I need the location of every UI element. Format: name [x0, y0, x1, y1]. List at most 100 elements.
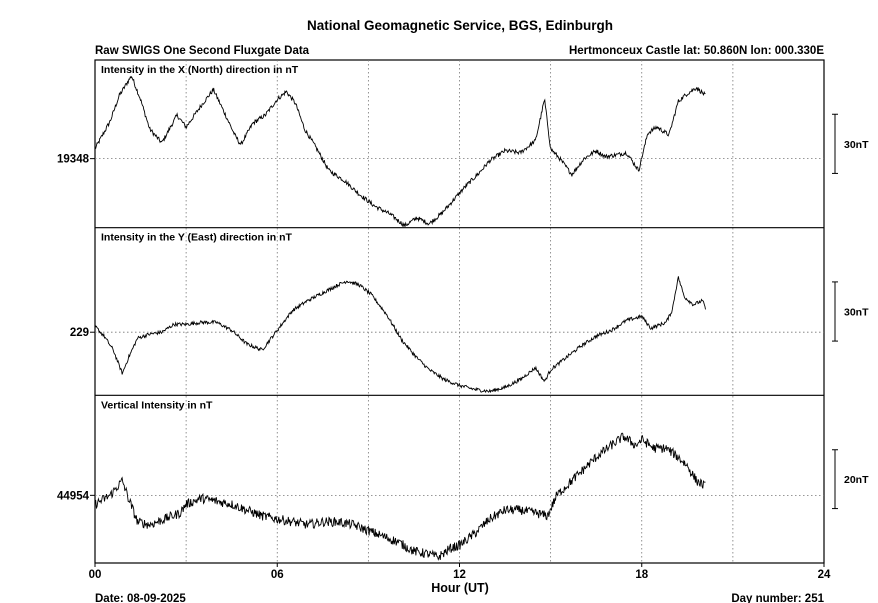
data-point [104, 336, 105, 337]
data-point [668, 134, 669, 135]
data-point [161, 142, 162, 143]
data-point [687, 465, 688, 466]
data-point [547, 515, 548, 516]
series-line [94, 276, 706, 394]
data-point [635, 445, 636, 446]
data-point [246, 343, 247, 344]
data-point [94, 326, 95, 327]
data-point [596, 336, 597, 337]
data-point [678, 276, 679, 277]
data-point [705, 486, 706, 487]
data-point [307, 300, 308, 301]
data-point [429, 223, 430, 224]
data-point [343, 180, 344, 181]
data-point [459, 385, 460, 386]
panel-title: Intensity in the Y (East) direction in n… [101, 232, 293, 244]
data-point [583, 158, 584, 159]
data-point [240, 144, 241, 145]
data-point [131, 75, 132, 76]
data-point [374, 205, 375, 206]
data-point [225, 115, 226, 116]
data-point [638, 170, 639, 171]
data-point [580, 345, 581, 346]
data-point [328, 170, 329, 171]
data-point [277, 330, 278, 331]
data-point [359, 194, 360, 195]
data-point [429, 554, 430, 555]
data-point [122, 480, 123, 481]
panel-title: Intensity in the X (North) direction in … [101, 64, 299, 76]
data-point [453, 199, 454, 200]
data-point [647, 132, 648, 133]
data-point [137, 521, 138, 522]
data-point [216, 322, 217, 323]
data-point [277, 99, 278, 100]
data-point [656, 126, 657, 127]
data-point [702, 300, 703, 301]
data-point [653, 448, 654, 449]
data-point [186, 126, 187, 127]
data-point [687, 93, 688, 94]
data-point [246, 509, 247, 510]
data-point [359, 284, 360, 285]
data-point [416, 217, 417, 218]
chart-title: National Geomagnetic Service, BGS, Edinb… [307, 18, 613, 33]
data-point [684, 296, 685, 297]
data-point [474, 389, 475, 390]
data-point [465, 186, 466, 187]
data-point [705, 95, 706, 96]
data-point [641, 316, 642, 317]
data-point [231, 504, 232, 505]
data-point [231, 330, 232, 331]
data-point [337, 521, 338, 522]
panel-title: Vertical Intensity in nT [101, 399, 213, 411]
reference-label: 19348 [57, 154, 90, 166]
data-point [137, 338, 138, 339]
data-point [386, 314, 387, 315]
data-point [504, 387, 505, 388]
data-point [665, 322, 666, 323]
data-point [565, 357, 566, 358]
data-point [626, 320, 627, 321]
data-point [696, 87, 697, 88]
vertical-gridlines [185, 60, 734, 563]
reference-label: 44954 [57, 490, 90, 502]
data-point [110, 121, 111, 122]
data-point [429, 369, 430, 370]
data-point [149, 334, 150, 335]
data-point [568, 483, 569, 484]
data-point [94, 148, 95, 149]
data-point [307, 524, 308, 525]
data-point [401, 340, 402, 341]
data-point [186, 324, 187, 325]
data-point [173, 324, 174, 325]
scale-label: 30nT [844, 307, 869, 319]
data-point [504, 509, 505, 510]
data-point [672, 310, 673, 311]
data-point [149, 524, 150, 525]
data-point [535, 140, 536, 141]
data-point [626, 152, 627, 153]
data-point [176, 115, 177, 116]
data-point [535, 512, 536, 513]
data-point [474, 533, 475, 534]
data-source-label: Raw SWIGS One Second Fluxgate Data [95, 45, 310, 57]
data-point [705, 308, 706, 309]
data-point [94, 504, 95, 505]
data-point [450, 548, 451, 549]
data-point [520, 379, 521, 380]
data-point [416, 357, 417, 358]
data-point [322, 521, 323, 522]
data-point [201, 498, 202, 499]
data-point [611, 445, 612, 446]
data-point [128, 357, 129, 358]
data-point [122, 373, 123, 374]
x-axis-label: Hour (UT) [431, 581, 489, 595]
data-point [295, 103, 296, 104]
reference-label: 229 [70, 327, 89, 339]
x-tick-label: 00 [89, 569, 102, 581]
x-tick-label: 12 [453, 569, 466, 581]
data-point [650, 328, 651, 329]
scale-label: 20nT [844, 474, 869, 486]
x-tick-label: 24 [818, 569, 831, 581]
